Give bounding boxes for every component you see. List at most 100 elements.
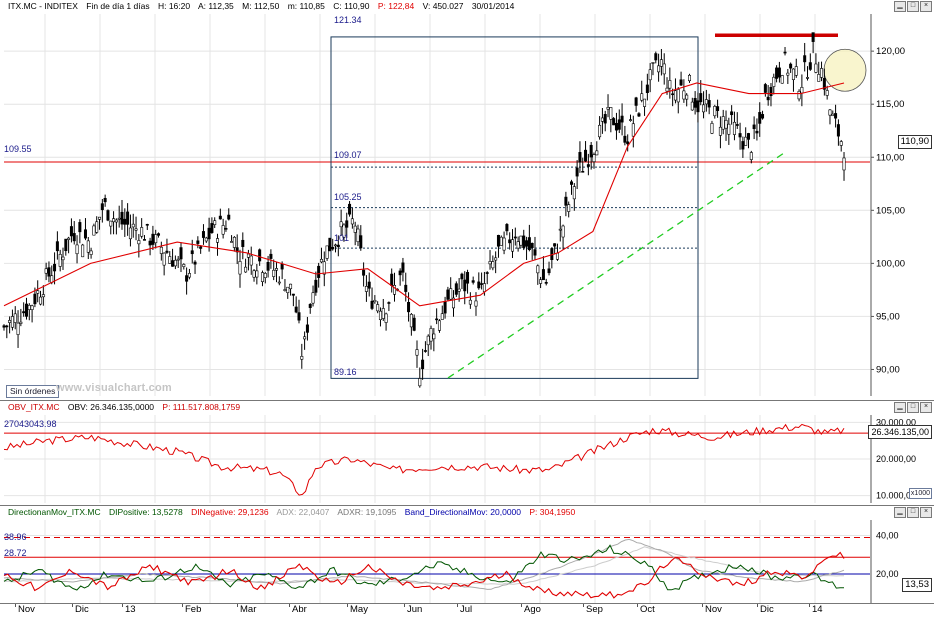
candle-body (407, 301, 411, 313)
candle-body (488, 261, 492, 265)
candle-body (384, 313, 388, 323)
candle-body (67, 237, 71, 240)
candle-body (16, 322, 20, 335)
candle-body (61, 256, 65, 261)
period-label: Fin de día 1 días (86, 1, 150, 11)
obv-p-label: P: 111.517.808,1759 (162, 402, 241, 412)
candle-body (502, 237, 506, 251)
hour-label: H: 16:20 (157, 1, 191, 11)
candle-body (805, 77, 809, 79)
candle-body (435, 318, 439, 321)
candle-body (513, 236, 517, 239)
y-tick-label: 100,00 (876, 258, 905, 269)
symbol-label: ITX.MC - INDITEX (8, 1, 78, 11)
candle-body (423, 350, 427, 352)
candle-body (201, 231, 205, 238)
candle-body (822, 78, 826, 90)
candle-body (825, 90, 829, 96)
candle-body (609, 107, 613, 120)
candle-body (190, 250, 194, 255)
minimize-panel-button[interactable]: ▁ (894, 1, 906, 12)
candle-body (55, 241, 59, 252)
date-label: 30/01/2014 (471, 1, 515, 11)
month-label: Oct (640, 604, 655, 615)
price-chart[interactable]: 120,00 115,00 110,00 105,00 100,00 95,00 90,00 (0, 0, 934, 398)
candle-body (671, 93, 675, 96)
fib-level-2-label: 105.25 (334, 192, 362, 202)
candle-body (19, 321, 23, 324)
candle-body (283, 289, 287, 291)
candle-body (100, 203, 104, 211)
candle-body (176, 258, 180, 261)
candle-body (468, 299, 472, 305)
candle-body (572, 186, 576, 200)
candle-body (421, 359, 425, 370)
dmi-minimize-button[interactable]: ▁ (894, 507, 906, 518)
candle-body (783, 51, 787, 54)
last-label: P: 122,84 (377, 1, 415, 11)
candle-body (544, 281, 548, 284)
month-tick (702, 604, 703, 607)
candle-body (10, 316, 14, 328)
candle-body (53, 263, 57, 272)
candle-body (47, 267, 51, 277)
candle-body (617, 119, 621, 130)
obv-minimize-button[interactable]: ▁ (894, 402, 906, 413)
candle-body (668, 80, 672, 89)
candle-body (258, 249, 262, 262)
dmi-close-button[interactable]: × (920, 507, 932, 518)
candle-body (314, 279, 318, 293)
candle-body (696, 100, 700, 113)
obv-close-button[interactable]: × (920, 402, 932, 413)
orders-badge[interactable]: Sin órdenes (6, 385, 60, 398)
candle-body (732, 121, 736, 135)
candle-body (291, 293, 295, 296)
candle-body (353, 225, 357, 233)
candle-body (13, 313, 17, 323)
volume-label: V: 450.027 (422, 1, 464, 11)
month-tick (404, 604, 405, 607)
candle-body (41, 294, 45, 298)
dmi-maximize-button[interactable]: □ (907, 507, 919, 518)
maximize-panel-button[interactable]: □ (907, 1, 919, 12)
candle-body (477, 281, 481, 289)
candle-body (286, 286, 290, 294)
candle-body (643, 98, 647, 107)
candle-body (78, 222, 82, 233)
month-tick (72, 604, 73, 607)
moving-average-line (3, 82, 845, 307)
band-label: Band_DirectionalMov: 20,0000 (404, 507, 522, 517)
candle-body (690, 101, 694, 111)
candle-body (58, 254, 62, 267)
scale-badge: x1000 (908, 488, 932, 499)
month-tick (347, 604, 348, 607)
candle-body (2, 325, 6, 328)
candle-body (179, 247, 183, 260)
month-tick (757, 604, 758, 607)
close-panel-button[interactable]: × (920, 1, 932, 12)
price-panel: ITX.MC - INDITEX Fin de día 1 días H: 16… (0, 0, 934, 398)
candle-body (230, 241, 234, 243)
obv-title: OBV_ITX.MC (8, 402, 60, 412)
candle-body (640, 93, 644, 101)
candle-body (589, 144, 593, 158)
candle-body (466, 272, 470, 284)
candle-body (584, 149, 588, 162)
candle-body (404, 284, 408, 292)
candle-body (752, 124, 756, 130)
candle-body (648, 69, 652, 81)
candle-body (39, 296, 43, 305)
candle-body (429, 328, 433, 342)
candle-body (154, 234, 158, 244)
obv-chart[interactable]: 30.000,00 20.000,00 10.000,00 (0, 401, 934, 505)
candle-body (185, 275, 189, 282)
candle-body (688, 74, 692, 82)
candle-body (817, 74, 821, 82)
candle-body (373, 299, 377, 303)
candle-body (334, 244, 338, 247)
dmi-chart[interactable]: 40,00 20,00 (0, 506, 934, 604)
fib-level-3-label: 101 (334, 233, 350, 243)
candle-body (216, 238, 220, 243)
obv-maximize-button[interactable]: □ (907, 402, 919, 413)
low-label: m: 110,85 (287, 1, 325, 11)
